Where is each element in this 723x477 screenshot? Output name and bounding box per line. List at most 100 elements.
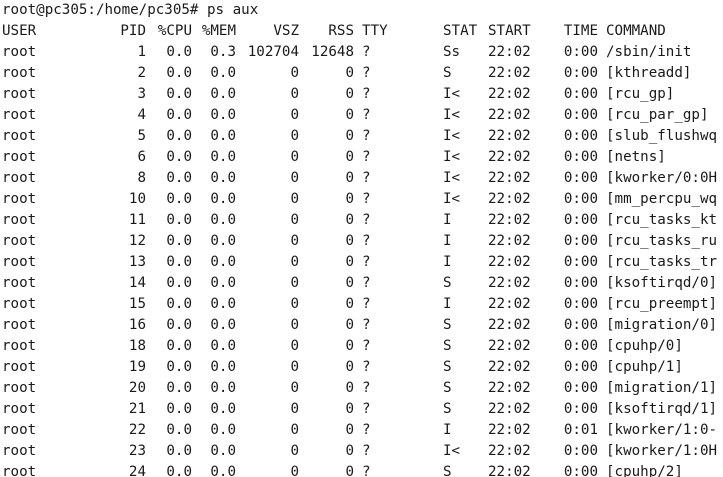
cell-vsz: 0 — [290, 107, 299, 123]
cell-user: root — [2, 338, 37, 354]
process-row: root 18 0.0 0.0 0 0? S 22:02 0:00 [cpuhp/0] — [0, 336, 723, 357]
cell-mem: 0.0 — [210, 65, 236, 81]
cell-cpu: 0.0 — [166, 65, 192, 81]
cell-tty: ? — [362, 275, 371, 291]
cell-rss: 0 — [345, 86, 354, 102]
process-row: root 21 0.0 0.0 0 0? S 22:02 0:00 [ksoftirqd/1] — [0, 399, 723, 420]
process-row: root 12 0.0 0.0 0 0? I 22:02 0:00 [rcu_tasks_ru — [0, 231, 723, 252]
cell-vsz: 0 — [290, 233, 299, 249]
cell-pid: 24 — [128, 464, 146, 477]
cell-cpu: 0.0 — [166, 44, 192, 60]
cell-stat: I — [443, 296, 452, 312]
process-row: root 24 0.0 0.0 0 0? S 22:02 0:00 [cpuhp/2] — [0, 462, 723, 477]
cell-rss: 0 — [345, 422, 354, 438]
cell-start: 22:02 — [488, 296, 531, 312]
cell-user: root — [2, 359, 37, 375]
cell-cpu: 0.0 — [166, 464, 192, 477]
cell-time: 0:00 — [563, 107, 598, 123]
process-row: root 4 0.0 0.0 0 0? I< 22:02 0:00 [rcu_par_gp] — [0, 105, 723, 126]
cell-cpu: 0.0 — [166, 254, 192, 270]
cell-tty: ? — [362, 191, 371, 207]
cell-vsz: 0 — [290, 443, 299, 459]
cell-stat: S — [443, 65, 452, 81]
header-command: COMMAND — [606, 23, 666, 39]
cell-pid: 8 — [137, 170, 146, 186]
header-start: START — [488, 23, 531, 39]
cell-stat: S — [443, 464, 452, 477]
cell-vsz: 0 — [290, 275, 299, 291]
cell-tty: ? — [362, 422, 371, 438]
cell-rss: 0 — [345, 359, 354, 375]
cell-command: [cpuhp/0] — [606, 338, 683, 354]
cell-user: root — [2, 275, 37, 291]
cell-rss: 0 — [345, 254, 354, 270]
cell-user: root — [2, 44, 37, 60]
header-stat: STAT — [443, 23, 478, 39]
cell-tty: ? — [362, 380, 371, 396]
cell-vsz: 0 — [290, 149, 299, 165]
process-table-header: USER PID %CPU %MEM VSZ RSS TTY STAT STAR… — [0, 21, 723, 42]
cell-rss: 0 — [345, 65, 354, 81]
cell-vsz: 0 — [290, 170, 299, 186]
cell-mem: 0.3 — [210, 44, 236, 60]
cell-pid: 10 — [128, 191, 146, 207]
header-vsz: VSZ — [273, 23, 299, 39]
cell-time: 0:00 — [563, 275, 598, 291]
process-row: root 6 0.0 0.0 0 0? I< 22:02 0:00 [netns] — [0, 147, 723, 168]
cell-pid: 19 — [128, 359, 146, 375]
cell-command: [migration/1] — [606, 380, 718, 396]
cell-time: 0:00 — [563, 317, 598, 333]
cell-tty: ? — [362, 296, 371, 312]
header-time: TIME — [563, 23, 598, 39]
cell-user: root — [2, 128, 37, 144]
cell-cpu: 0.0 — [166, 401, 192, 417]
cell-stat: I< — [443, 128, 461, 144]
cell-tty: ? — [362, 254, 371, 270]
cell-command: [rcu_preempt] — [606, 296, 718, 312]
cell-tty: ? — [362, 65, 371, 81]
cell-start: 22:02 — [488, 422, 531, 438]
process-row: root 2 0.0 0.0 0 0? S 22:02 0:00 [kthreadd] — [0, 63, 723, 84]
cell-mem: 0.0 — [210, 86, 236, 102]
cell-stat: I< — [443, 86, 461, 102]
cell-tty: ? — [362, 443, 371, 459]
cell-stat: I< — [443, 149, 461, 165]
cell-start: 22:02 — [488, 254, 531, 270]
cell-mem: 0.0 — [210, 233, 236, 249]
cell-stat: I< — [443, 170, 461, 186]
cell-tty: ? — [362, 317, 371, 333]
cell-tty: ? — [362, 149, 371, 165]
cell-vsz: 102704 — [247, 44, 299, 60]
process-row: root 3 0.0 0.0 0 0? I< 22:02 0:00 [rcu_gp] — [0, 84, 723, 105]
cell-pid: 6 — [137, 149, 146, 165]
cell-time: 0:00 — [563, 401, 598, 417]
process-row: root 14 0.0 0.0 0 0? S 22:02 0:00 [ksoftirqd/0] — [0, 273, 723, 294]
cell-vsz: 0 — [290, 86, 299, 102]
cell-user: root — [2, 254, 37, 270]
cell-pid: 23 — [128, 443, 146, 459]
cell-cpu: 0.0 — [166, 170, 192, 186]
cell-pid: 22 — [128, 422, 146, 438]
cell-pid: 11 — [128, 212, 146, 228]
cell-tty: ? — [362, 359, 371, 375]
cell-tty: ? — [362, 338, 371, 354]
cell-pid: 1 — [137, 44, 146, 60]
cell-start: 22:02 — [488, 44, 531, 60]
cell-user: root — [2, 191, 37, 207]
cell-tty: ? — [362, 128, 371, 144]
cell-command: [ksoftirqd/1] — [606, 401, 718, 417]
cell-user: root — [2, 107, 37, 123]
cell-rss: 0 — [345, 170, 354, 186]
cell-tty: ? — [362, 170, 371, 186]
cell-cpu: 0.0 — [166, 338, 192, 354]
cell-user: root — [2, 170, 37, 186]
cell-pid: 15 — [128, 296, 146, 312]
cell-vsz: 0 — [290, 254, 299, 270]
cell-rss: 0 — [345, 338, 354, 354]
cell-tty: ? — [362, 464, 371, 477]
cell-mem: 0.0 — [210, 338, 236, 354]
cell-cpu: 0.0 — [166, 233, 192, 249]
cell-mem: 0.0 — [210, 464, 236, 477]
cell-user: root — [2, 380, 37, 396]
